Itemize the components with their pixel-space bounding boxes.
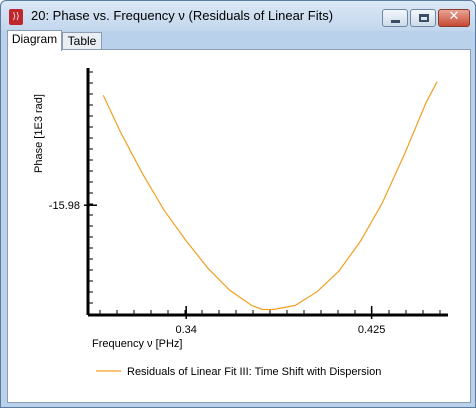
tab-diagram[interactable]: Diagram [7, 30, 62, 51]
x-tick-label: 0.425 [358, 324, 386, 336]
app-icon[interactable]: ⟩⟩ [9, 9, 23, 25]
tab-table[interactable]: Table [62, 32, 102, 50]
tab-strip: Diagram Table [7, 30, 471, 51]
x-axis-label: Frequency ν [PHz] [92, 338, 182, 350]
maximize-icon [419, 14, 429, 22]
title-bar[interactable]: ⟩⟩ 20: Phase vs. Frequency ν (Residuals … [1, 1, 475, 31]
maximize-button[interactable] [410, 9, 436, 27]
legend-label: Residuals of Linear Fit III: Time Shift … [127, 366, 381, 378]
diagram-panel: -15.98 0.34 0.425 Phase [1E3 rad] Frequency … [7, 49, 471, 403]
x-tick-label: 0.34 [175, 324, 196, 336]
close-button[interactable]: ✕ [438, 9, 470, 27]
y-tick-label: -15.98 [49, 200, 80, 212]
minimize-icon [391, 20, 400, 23]
series-line-0 [102, 81, 438, 311]
y-axis-label: Phase [1E3 rad] [33, 94, 45, 173]
close-icon: ✕ [448, 9, 460, 24]
window-title: 20: Phase vs. Frequency ν (Residuals of … [31, 8, 334, 23]
minimize-button[interactable] [382, 9, 408, 27]
chart: -15.98 0.34 0.425 Phase [1E3 rad] Frequency … [33, 68, 448, 378]
